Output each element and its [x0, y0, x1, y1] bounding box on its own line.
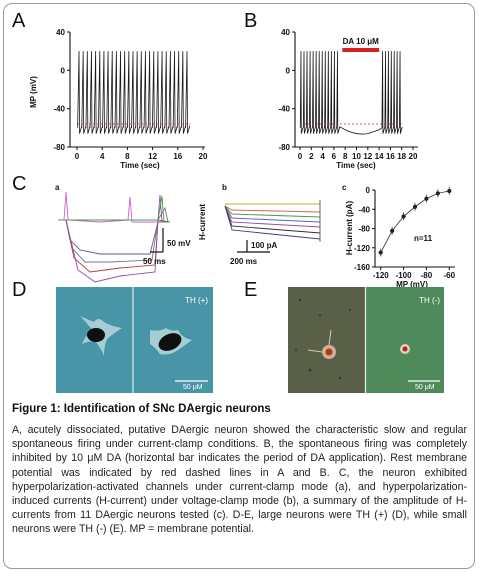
panel-e-label: E — [244, 279, 257, 301]
panel-b: B 400-40-80 0 2 4 6 8 10 12 14 16 18 20 DA 10 μM T… — [244, 10, 418, 170]
neuron-e1 — [325, 348, 333, 356]
panel-cc-label: c — [342, 183, 347, 192]
panel-b-xtick-label: 10 — [352, 152, 361, 161]
panel-a: A MP (mV) 40 0 -40 -80 0 4 8 12 16 20 Time (sec) — [12, 10, 208, 170]
caption-body: A, acutely dissociated, putative DAergic… — [12, 424, 467, 536]
panel-b-label: B — [244, 10, 257, 32]
panel-cc-point — [424, 196, 429, 201]
panel-a-xtick-label: 0 — [75, 152, 80, 161]
panel-b-xtick-label: 0 — [298, 152, 303, 161]
panel-e: E TH (-) 50 μM — [244, 279, 444, 393]
panel-a-ytick-label: -80 — [53, 143, 65, 152]
panel-a-ytick-label: -40 — [53, 105, 65, 114]
panel-b-xtick-label: 14 — [375, 152, 384, 161]
panel-b-xtick-label: 6 — [332, 152, 337, 161]
panel-a-label: A — [12, 10, 26, 32]
figure-frame — [3, 3, 475, 569]
panel-cb-traces — [224, 200, 321, 242]
panel-ca-scale-t-label: 50 ms — [143, 257, 166, 266]
panel-c: C a 50 mV 50 ms b H-current — [12, 173, 456, 289]
panel-cc-series-line — [380, 190, 450, 253]
panel-b-ytick-label: -80 — [278, 143, 290, 152]
panel-cc-xtick-label: -80 — [421, 271, 433, 280]
panel-ca-traces — [58, 191, 171, 283]
panel-ca-scale-v-label: 50 mV — [167, 239, 191, 248]
panel-a-xtick-label: 16 — [173, 152, 182, 161]
panel-cc-xtick-label: -60 — [444, 271, 456, 280]
panel-e-scale: 50 μM — [415, 384, 435, 391]
panel-b-xtick-label: 18 — [397, 152, 406, 161]
panel-b-da-bar — [342, 48, 380, 52]
panel-b-da-label: DA 10 μM — [343, 37, 379, 46]
panel-e-overlay: TH (-) — [419, 296, 440, 305]
panel-d-scale: 50 μM — [183, 384, 203, 391]
panel-a-ytick-label: 40 — [56, 28, 65, 37]
panel-cc-xtick-label: -100 — [396, 271, 413, 280]
panel-cc-ylabel: H-current (pA) — [345, 201, 354, 256]
panel-b-xtick-label: 2 — [309, 152, 314, 161]
panel-cc-point — [435, 191, 440, 196]
panel-cb-scale-i-label: 100 pA — [251, 241, 277, 250]
panel-a-xtick-label: 20 — [199, 152, 208, 161]
panel-a-trace — [77, 51, 191, 134]
panel-e-image-left — [288, 287, 365, 393]
panel-e-image-right — [366, 287, 444, 393]
panel-cb-ylabel: H-current — [198, 204, 207, 240]
panel-b-ytick-label: 40 — [281, 28, 290, 37]
panel-ca-label: a — [55, 183, 60, 192]
panel-d: D TH (+) 50 μM — [12, 279, 213, 393]
panel-c-label: C — [12, 173, 26, 195]
panel-d-overlay: TH (+) — [185, 296, 208, 305]
panel-cc-point — [390, 228, 395, 234]
panel-b-ytick-label: 0 — [286, 66, 291, 75]
neuron-e2 — [402, 346, 408, 352]
panel-a-xlabel: Time (sec) — [120, 161, 160, 170]
panel-cc-point — [401, 214, 406, 219]
neuron-d2 — [158, 333, 182, 351]
panel-cc-ytick-label: 0 — [366, 186, 371, 195]
panel-cc-xlabel: MP (mV) — [396, 280, 428, 289]
panel-b-xtick-label: 20 — [409, 152, 418, 161]
panel-a-xtick-label: 4 — [100, 152, 105, 161]
caption-title: Figure 1: Identification of SNc DAergic … — [12, 403, 271, 415]
panel-cc-n: n=11 — [414, 234, 433, 243]
panel-cc-point — [378, 250, 383, 255]
panel-b-xtick-label: 12 — [363, 152, 372, 161]
panel-d-label: D — [12, 279, 26, 301]
panel-b-ytick-label: -40 — [278, 105, 290, 114]
panel-b-xtick-label: 16 — [386, 152, 395, 161]
panel-cb-label: b — [222, 183, 227, 192]
neuron-d1 — [87, 328, 105, 342]
panel-b-xlabel: Time (sec) — [336, 161, 376, 170]
panel-cc-ytick-label: -120 — [354, 244, 371, 253]
panel-cb-scale-t-label: 200 ms — [230, 257, 258, 266]
panel-b-trace — [299, 51, 403, 135]
panel-a-ylabel: MP (mV) — [29, 76, 38, 108]
panel-cc-point — [412, 204, 418, 209]
panel-b-xtick-label: 4 — [320, 152, 325, 161]
panel-a-xtick-label: 12 — [148, 152, 157, 161]
panel-cc-ytick-label: -80 — [358, 225, 370, 234]
panel-cc-ytick-label: -40 — [358, 205, 370, 214]
figure-panels: A MP (mV) 400-40-80 0 4 8 12 16 20 Time (sec)… — [12, 10, 456, 393]
panel-b-xtick-label: 8 — [343, 152, 348, 161]
panel-a-xtick-label: 8 — [125, 152, 130, 161]
panel-cc-xtick-label: -120 — [373, 271, 390, 280]
panel-cc-ytick-label: -160 — [354, 263, 371, 272]
panel-a-ytick-label: 0 — [61, 66, 66, 75]
panel-cc-point — [447, 188, 452, 194]
